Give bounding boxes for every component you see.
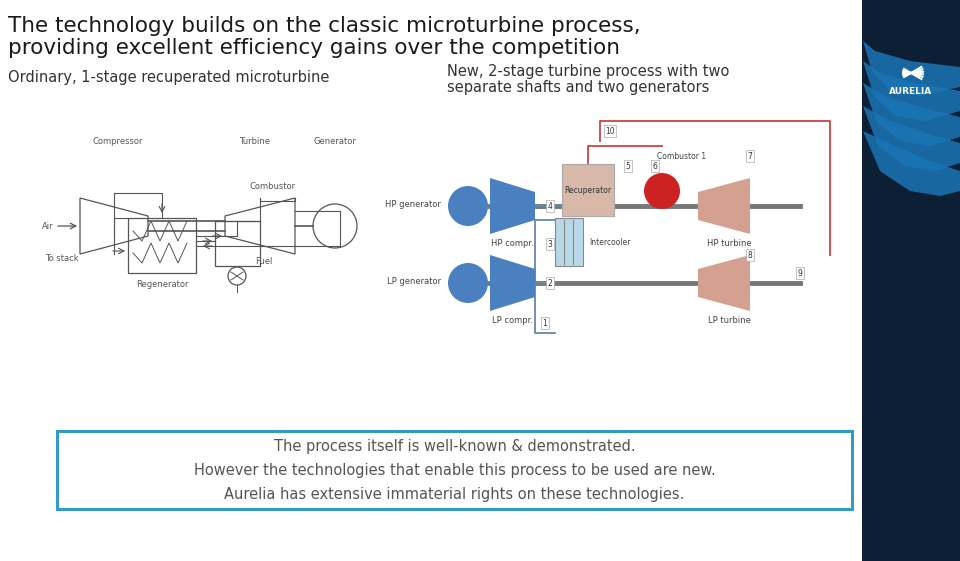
Circle shape [448,186,488,226]
Text: To stack: To stack [45,254,79,263]
Text: 10: 10 [605,126,614,136]
Text: Regenerator: Regenerator [135,280,188,289]
Text: HP turbine: HP turbine [707,239,752,248]
Text: Intercooler: Intercooler [589,237,631,246]
Text: Compressor: Compressor [93,137,143,146]
Text: Generator: Generator [314,137,356,146]
Bar [128,218,196,273]
Text: LP compr.: LP compr. [492,316,533,325]
Text: Fuel: Fuel [255,256,273,265]
Circle shape [448,263,488,303]
Text: 2: 2 [547,278,552,287]
Text: 6: 6 [653,162,658,171]
Polygon shape [698,178,750,234]
Polygon shape [490,255,535,311]
Bar [555,218,583,266]
Text: 4: 4 [547,201,552,210]
Text: However the technologies that enable this process to be used are new.: However the technologies that enable thi… [194,462,715,477]
Text: Combustor: Combustor [250,182,296,191]
Polygon shape [698,255,750,311]
Text: separate shafts and two generators: separate shafts and two generators [447,80,709,94]
Polygon shape [863,41,960,96]
Text: LP generator: LP generator [387,277,441,286]
Text: Ordinary, 1-stage recuperated microturbine: Ordinary, 1-stage recuperated microturbi… [8,70,329,85]
Polygon shape [863,61,960,121]
Text: Turbine: Turbine [239,137,271,146]
Polygon shape [863,83,960,146]
Text: 3: 3 [547,240,552,249]
Text: Combustor 1: Combustor 1 [657,152,707,161]
Circle shape [644,173,680,209]
Text: LP turbine: LP turbine [708,316,751,325]
Bar [562,164,614,216]
Text: 8: 8 [748,251,753,260]
Text: The process itself is well-known & demonstrated.: The process itself is well-known & demon… [274,439,636,454]
Polygon shape [863,131,960,196]
Bar [215,221,260,266]
Text: 7: 7 [748,151,753,160]
Text: HP generator: HP generator [385,200,441,209]
Text: Recuperator: Recuperator [564,186,612,195]
FancyBboxPatch shape [57,431,852,509]
Polygon shape [863,106,960,171]
Text: The technology builds on the classic microturbine process,: The technology builds on the classic mic… [8,16,640,36]
Polygon shape [490,178,535,234]
Text: 5: 5 [626,162,631,171]
Text: 1: 1 [542,319,547,328]
Text: New, 2-stage turbine process with two: New, 2-stage turbine process with two [447,63,730,79]
Text: Aurelia has extensive immaterial rights on these technologies.: Aurelia has extensive immaterial rights … [225,488,684,503]
Text: 9: 9 [798,269,803,278]
Text: HP compr.: HP compr. [492,239,534,248]
Text: AURELIA: AURELIA [889,86,932,95]
Bar [862,0,960,561]
Text: Air: Air [42,222,54,231]
Text: providing excellent efficiency gains over the competition: providing excellent efficiency gains ove… [8,38,620,58]
